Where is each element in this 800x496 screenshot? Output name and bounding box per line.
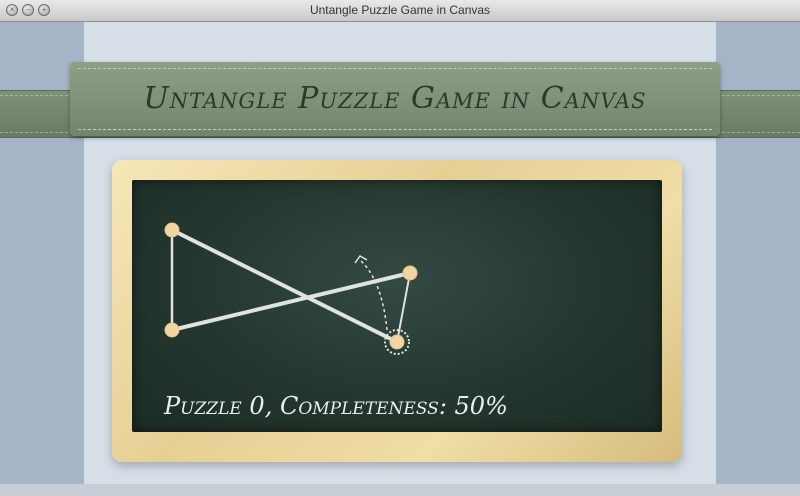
game-status-text: Puzzle 0, Completeness: 50% — [164, 392, 508, 420]
drag-hint-arrow — [359, 259, 388, 331]
node-1[interactable] — [164, 222, 180, 238]
edge-3-2 — [171, 271, 411, 332]
minimize-icon: – — [25, 5, 31, 14]
edge-1-4 — [171, 228, 398, 344]
node-2[interactable] — [402, 265, 418, 281]
minimize-window-button[interactable]: – — [22, 4, 34, 16]
selected-node-ring — [384, 329, 410, 355]
header-banner: Untangle Puzzle Game in Canvas — [70, 62, 720, 136]
close-icon: × — [9, 5, 15, 14]
edge-2-4 — [396, 272, 411, 343]
zoom-window-button[interactable]: + — [38, 4, 50, 16]
arrowhead-icon — [354, 255, 368, 264]
node-4[interactable] — [389, 334, 405, 350]
node-3[interactable] — [164, 322, 180, 338]
bottom-edge — [0, 484, 800, 496]
game-canvas[interactable] — [132, 180, 662, 432]
chalkboard-frame: Puzzle 0, Completeness: 50% — [112, 160, 682, 462]
page-title: Untangle Puzzle Game in Canvas — [143, 81, 647, 116]
window-title: Untangle Puzzle Game in Canvas — [309, 3, 491, 17]
zoom-icon: + — [41, 5, 47, 14]
close-window-button[interactable]: × — [6, 4, 18, 16]
page-content: Untangle Puzzle Game in Canvas — [0, 22, 800, 496]
chalkboard: Puzzle 0, Completeness: 50% — [132, 180, 662, 432]
title-bar: × – + Untangle Puzzle Game in Canvas — [0, 0, 800, 22]
